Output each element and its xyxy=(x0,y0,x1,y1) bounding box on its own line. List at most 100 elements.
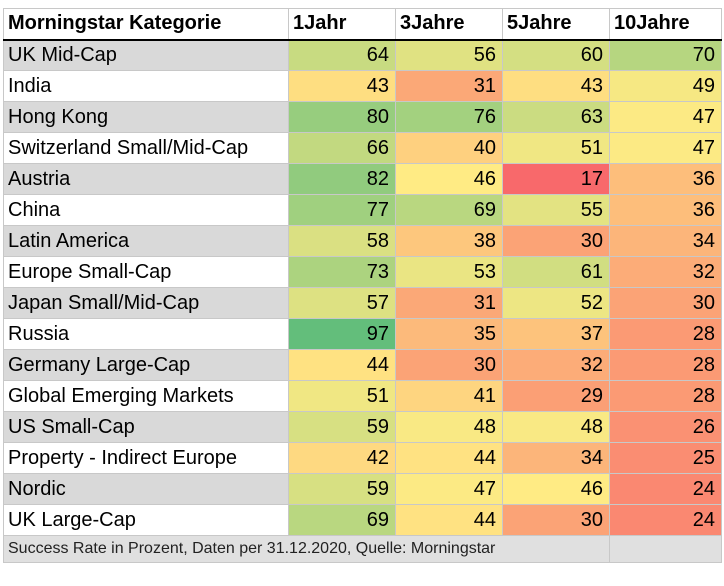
heat-cell[interactable]: 55 xyxy=(502,194,610,226)
heat-cell[interactable]: 24 xyxy=(609,504,722,536)
heat-cell[interactable]: 64 xyxy=(288,39,396,71)
row-label[interactable]: Europe Small-Cap xyxy=(3,256,289,288)
heat-cell[interactable]: 47 xyxy=(609,101,722,133)
heat-cell[interactable]: 48 xyxy=(395,411,503,443)
heat-cell[interactable]: 30 xyxy=(502,225,610,257)
heat-cell[interactable]: 77 xyxy=(288,194,396,226)
heat-cell[interactable]: 30 xyxy=(395,349,503,381)
heat-cell[interactable]: 31 xyxy=(395,70,503,102)
row-label[interactable]: UK Mid-Cap xyxy=(3,39,289,71)
table-row: Germany Large-Cap 44 30 32 28 xyxy=(3,349,722,381)
table-row: Property - Indirect Europe 42 44 34 25 xyxy=(3,442,722,474)
row-label[interactable]: Hong Kong xyxy=(3,101,289,133)
table-row: India 43 31 43 49 xyxy=(3,70,722,102)
heat-cell[interactable]: 46 xyxy=(395,163,503,195)
column-header-1jahr[interactable]: 1Jahr xyxy=(288,8,396,41)
row-label[interactable]: US Small-Cap xyxy=(3,411,289,443)
heat-cell[interactable]: 52 xyxy=(502,287,610,319)
footnote[interactable]: Success Rate in Prozent, Daten per 31.12… xyxy=(3,535,610,563)
table-row: Latin America 58 38 30 34 xyxy=(3,225,722,257)
row-label[interactable]: Japan Small/Mid-Cap xyxy=(3,287,289,319)
heat-cell[interactable]: 30 xyxy=(609,287,722,319)
row-label[interactable]: India xyxy=(3,70,289,102)
heat-cell[interactable]: 82 xyxy=(288,163,396,195)
heat-cell[interactable]: 66 xyxy=(288,132,396,164)
heat-cell[interactable]: 80 xyxy=(288,101,396,133)
column-header-5jahre[interactable]: 5Jahre xyxy=(502,8,610,41)
heat-cell[interactable]: 29 xyxy=(502,380,610,412)
table-row: Austria 82 46 17 36 xyxy=(3,163,722,195)
heat-cell[interactable]: 43 xyxy=(502,70,610,102)
footnote-blank-cell[interactable] xyxy=(609,535,722,563)
heat-cell[interactable]: 44 xyxy=(288,349,396,381)
row-label[interactable]: Nordic xyxy=(3,473,289,505)
table-row: China 77 69 55 36 xyxy=(3,194,722,226)
heat-cell[interactable]: 37 xyxy=(502,318,610,350)
table-row: Hong Kong 80 76 63 47 xyxy=(3,101,722,133)
heatmap-table: Morningstar Kategorie 1Jahr 3Jahre 5Jahr… xyxy=(3,8,722,563)
heat-cell[interactable]: 44 xyxy=(395,504,503,536)
heat-cell[interactable]: 58 xyxy=(288,225,396,257)
heat-cell[interactable]: 28 xyxy=(609,380,722,412)
heat-cell[interactable]: 32 xyxy=(502,349,610,381)
heat-cell[interactable]: 59 xyxy=(288,473,396,505)
heat-cell[interactable]: 41 xyxy=(395,380,503,412)
heat-cell[interactable]: 63 xyxy=(502,101,610,133)
heat-cell[interactable]: 49 xyxy=(609,70,722,102)
heat-cell[interactable]: 17 xyxy=(502,163,610,195)
column-header-category[interactable]: Morningstar Kategorie xyxy=(3,8,289,41)
row-label[interactable]: Latin America xyxy=(3,225,289,257)
row-label[interactable]: Austria xyxy=(3,163,289,195)
heat-cell[interactable]: 43 xyxy=(288,70,396,102)
heat-cell[interactable]: 70 xyxy=(609,39,722,71)
row-label[interactable]: Property - Indirect Europe xyxy=(3,442,289,474)
heat-cell[interactable]: 25 xyxy=(609,442,722,474)
heat-cell[interactable]: 73 xyxy=(288,256,396,288)
row-label[interactable]: UK Large-Cap xyxy=(3,504,289,536)
row-label[interactable]: Switzerland Small/Mid-Cap xyxy=(3,132,289,164)
heat-cell[interactable]: 26 xyxy=(609,411,722,443)
heat-cell[interactable]: 34 xyxy=(502,442,610,474)
heat-cell[interactable]: 59 xyxy=(288,411,396,443)
heat-cell[interactable]: 53 xyxy=(395,256,503,288)
heat-cell[interactable]: 56 xyxy=(395,39,503,71)
heat-cell[interactable]: 28 xyxy=(609,318,722,350)
heat-cell[interactable]: 97 xyxy=(288,318,396,350)
heat-cell[interactable]: 48 xyxy=(502,411,610,443)
heat-cell[interactable]: 38 xyxy=(395,225,503,257)
heat-cell[interactable]: 47 xyxy=(609,132,722,164)
heat-cell[interactable]: 51 xyxy=(502,132,610,164)
heat-cell[interactable]: 32 xyxy=(609,256,722,288)
table-row: Japan Small/Mid-Cap 57 31 52 30 xyxy=(3,287,722,319)
heat-cell[interactable]: 51 xyxy=(288,380,396,412)
heat-cell[interactable]: 69 xyxy=(395,194,503,226)
heat-cell[interactable]: 47 xyxy=(395,473,503,505)
heat-cell[interactable]: 36 xyxy=(609,163,722,195)
heat-cell[interactable]: 42 xyxy=(288,442,396,474)
heat-cell[interactable]: 28 xyxy=(609,349,722,381)
heat-cell[interactable]: 60 xyxy=(502,39,610,71)
heat-cell[interactable]: 44 xyxy=(395,442,503,474)
heat-cell[interactable]: 24 xyxy=(609,473,722,505)
table-row: UK Mid-Cap 64 56 60 70 xyxy=(3,39,722,71)
heat-cell[interactable]: 40 xyxy=(395,132,503,164)
heat-cell[interactable]: 31 xyxy=(395,287,503,319)
row-label[interactable]: Global Emerging Markets xyxy=(3,380,289,412)
table-row: Russia 97 35 37 28 xyxy=(3,318,722,350)
column-header-10jahre[interactable]: 10Jahre xyxy=(609,8,722,41)
column-header-3jahre[interactable]: 3Jahre xyxy=(395,8,503,41)
row-label[interactable]: China xyxy=(3,194,289,226)
heat-cell[interactable]: 61 xyxy=(502,256,610,288)
heat-cell[interactable]: 69 xyxy=(288,504,396,536)
table-row: Global Emerging Markets 51 41 29 28 xyxy=(3,380,722,412)
heat-cell[interactable]: 36 xyxy=(609,194,722,226)
heat-cell[interactable]: 76 xyxy=(395,101,503,133)
heat-cell[interactable]: 57 xyxy=(288,287,396,319)
row-label[interactable]: Germany Large-Cap xyxy=(3,349,289,381)
heat-cell[interactable]: 35 xyxy=(395,318,503,350)
row-label[interactable]: Russia xyxy=(3,318,289,350)
table-row: Switzerland Small/Mid-Cap 66 40 51 47 xyxy=(3,132,722,164)
heat-cell[interactable]: 34 xyxy=(609,225,722,257)
heat-cell[interactable]: 30 xyxy=(502,504,610,536)
heat-cell[interactable]: 46 xyxy=(502,473,610,505)
